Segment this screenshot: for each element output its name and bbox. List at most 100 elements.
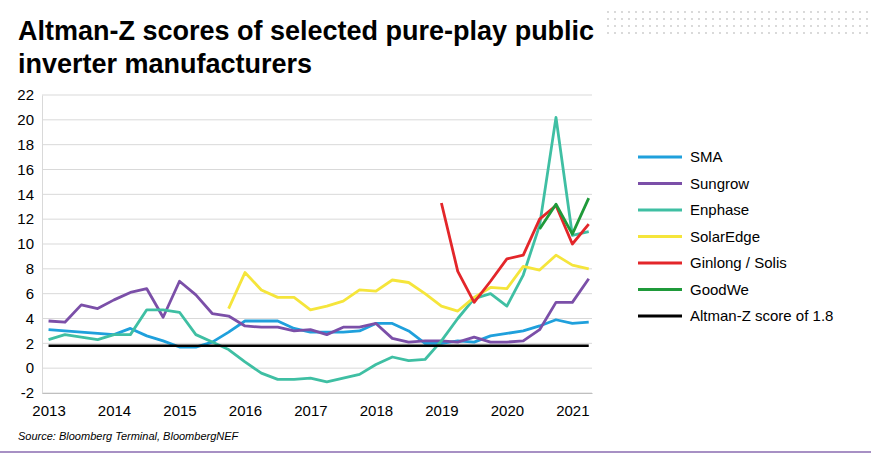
- decoration-dot: [698, 32, 700, 34]
- decoration-dot: [670, 18, 672, 20]
- y-tick: 12: [17, 210, 42, 227]
- decoration-dot: [866, 18, 868, 20]
- decoration-dot: [677, 32, 679, 34]
- decoration-dot: [845, 32, 847, 34]
- decoration-dot: [803, 32, 805, 34]
- x-tick: 2019: [425, 393, 458, 419]
- decoration: [607, 11, 868, 34]
- y-tick: -2: [21, 384, 42, 401]
- decoration-dot: [789, 32, 791, 34]
- decoration-dot: [684, 18, 686, 20]
- legend-swatch: [638, 288, 682, 291]
- legend-label: Ginlong / Solis: [690, 254, 787, 271]
- decoration-dot: [817, 32, 819, 34]
- y-tick: 6: [26, 285, 42, 302]
- decoration-dot: [733, 18, 735, 20]
- decoration-dot: [789, 18, 791, 20]
- grid: [42, 95, 592, 393]
- decoration-dot: [733, 25, 735, 27]
- legend-label: Enphase: [690, 201, 749, 218]
- legend-swatch: [638, 182, 682, 185]
- grid-line: [42, 119, 592, 120]
- y-tick-label: 12: [17, 210, 34, 227]
- decoration-dot: [607, 11, 609, 13]
- decoration-dot: [838, 25, 840, 27]
- y-tick-label: 10: [17, 235, 34, 252]
- x-tick-label: 2015: [163, 402, 196, 419]
- decoration-dot: [789, 11, 791, 13]
- decoration-dot: [782, 11, 784, 13]
- decoration-dot: [747, 25, 749, 27]
- grid-line: [42, 393, 592, 394]
- decoration-dot: [621, 25, 623, 27]
- decoration-dot: [642, 32, 644, 34]
- decoration-dot: [831, 11, 833, 13]
- y-tick: 10: [17, 235, 42, 252]
- x-tick-label: 2016: [229, 402, 262, 419]
- decoration-dot: [866, 32, 868, 34]
- y-tick: 22: [17, 86, 42, 103]
- grid-line: [42, 219, 592, 220]
- decoration-dot: [775, 18, 777, 20]
- y-tick-label: 2: [26, 335, 34, 352]
- legend-swatch: [638, 209, 682, 212]
- y-tick-label: 18: [17, 136, 34, 153]
- decoration-dot: [628, 25, 630, 27]
- decoration-dot: [740, 32, 742, 34]
- series-line: [49, 117, 589, 381]
- decoration-dot: [705, 32, 707, 34]
- decoration-dot: [663, 25, 665, 27]
- chart-root: Altman-Z scores of selected pure-play pu…: [0, 0, 871, 456]
- decoration-dot: [838, 11, 840, 13]
- decoration-dot: [859, 11, 861, 13]
- series-line: [540, 198, 589, 234]
- decoration-dot: [712, 11, 714, 13]
- x-tick: 2016: [229, 393, 262, 419]
- decoration-dot: [831, 32, 833, 34]
- decoration-dot: [726, 18, 728, 20]
- legend-label: GoodWe: [690, 281, 749, 298]
- decoration-dot: [642, 18, 644, 20]
- decoration-dot: [621, 18, 623, 20]
- decoration-dot: [614, 11, 616, 13]
- grid-line: [42, 318, 592, 319]
- decoration-dot: [733, 11, 735, 13]
- legend-label: Sungrow: [690, 175, 749, 192]
- decoration-dot: [824, 32, 826, 34]
- decoration-dot: [803, 18, 805, 20]
- decoration-dot: [761, 25, 763, 27]
- decoration-dot: [691, 18, 693, 20]
- decoration-dot: [782, 32, 784, 34]
- decoration-dot: [824, 25, 826, 27]
- decoration-dot: [817, 11, 819, 13]
- x-axis: 201320142015201620172018201920202021: [32, 393, 592, 419]
- decoration-dot: [831, 18, 833, 20]
- decoration-dot: [768, 25, 770, 27]
- legend-label: SMA: [690, 148, 723, 165]
- decoration-dot: [824, 18, 826, 20]
- y-tick: 0: [26, 359, 42, 376]
- decoration-dot: [670, 11, 672, 13]
- decoration-dot: [740, 25, 742, 27]
- x-tick-label: 2021: [556, 402, 589, 419]
- decoration-dot: [761, 18, 763, 20]
- x-tick-label: 2019: [425, 402, 458, 419]
- decoration-dot: [705, 18, 707, 20]
- decoration-dot: [768, 11, 770, 13]
- decoration-dot: [691, 11, 693, 13]
- decoration-dot: [705, 11, 707, 13]
- decoration-dot: [670, 32, 672, 34]
- y-tick-label: 0: [26, 359, 34, 376]
- decoration-dot: [831, 25, 833, 27]
- x-tick: 2017: [294, 393, 327, 419]
- x-tick: 2013: [32, 393, 65, 419]
- decoration-dot: [635, 18, 637, 20]
- decoration-dot: [796, 18, 798, 20]
- decoration-dot: [747, 18, 749, 20]
- decoration-dot: [698, 18, 700, 20]
- decoration-dot: [712, 18, 714, 20]
- y-tick-label: 6: [26, 285, 34, 302]
- decoration-dot: [670, 25, 672, 27]
- decoration-dot: [803, 25, 805, 27]
- decoration-dot: [810, 32, 812, 34]
